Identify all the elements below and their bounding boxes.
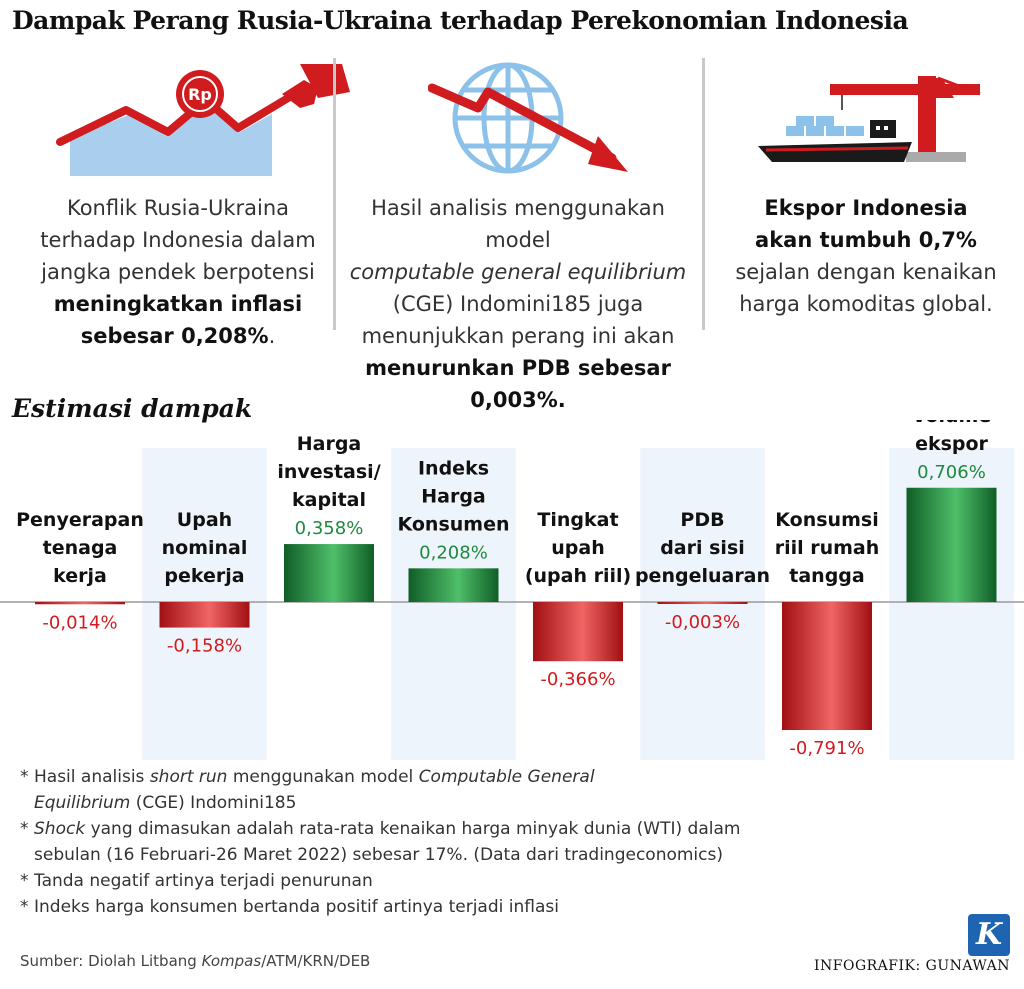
footnote-2-part-2: yang dimasukan adalah rata-rata kenaikan… xyxy=(85,819,741,839)
value-label-3: 0,208% xyxy=(419,542,488,563)
footnotes: * Hasil analisis short run menggunakan m… xyxy=(20,764,754,920)
bar-0 xyxy=(35,602,125,605)
column-band xyxy=(391,448,516,760)
globe-down-arrow-icon xyxy=(427,60,638,184)
panel-gdp-line-4: menunjukkan perang ini akan xyxy=(361,324,675,348)
value-label-2: 0,358% xyxy=(295,518,364,539)
footnote-marker: * xyxy=(20,767,29,787)
value-label-6: -0,791% xyxy=(789,738,864,759)
value-label-0: -0,014% xyxy=(42,612,117,633)
bar-3 xyxy=(408,568,499,602)
footnote-1-part-4: Computable General xyxy=(418,767,595,787)
bar-1 xyxy=(159,602,250,628)
panel-inflation-period: . xyxy=(268,324,276,348)
category-label-4: Tingkat upah (upah riil) xyxy=(525,509,631,587)
panel-gdp-line-3: (CGE) Indomini185 juga xyxy=(392,292,644,316)
cargo-ship-crane-icon xyxy=(756,70,982,174)
footnote-4: * Indeks harga konsumen bertanda positif… xyxy=(20,894,754,920)
footnote-marker: * xyxy=(20,897,29,917)
footnote-4-text: Indeks harga konsumen bertanda positif a… xyxy=(34,897,559,917)
footnote-3-text: Tanda negatif artinya terjadi penurunan xyxy=(34,871,373,891)
panel-export-line-2: harga komoditas global. xyxy=(739,292,993,316)
footnote-1-part-1: Hasil analisis xyxy=(34,767,150,787)
impact-bar-chart: -0,014% Penyerapan tenaga kerja -0,158% Upah n… xyxy=(0,420,1024,760)
page-title: Dampak Perang Rusia-Ukraina terhadap Per… xyxy=(12,6,909,35)
panel-gdp-text: Hasil analisis menggunakan model computa… xyxy=(340,192,696,416)
bar-5 xyxy=(657,602,748,604)
panel-inflation-line-2: terhadap Indonesia dalam xyxy=(40,228,316,252)
footnote-1-part-6: (CGE) Indomini185 xyxy=(130,793,297,813)
category-label-7: Volumeekspor xyxy=(912,420,991,455)
panel-gdp-line-1: Hasil analisis menggunakan model xyxy=(371,196,665,252)
category-label-6: Konsumsi riil rumah tangga xyxy=(775,509,880,587)
footnote-1-part-5: Equilibrium xyxy=(34,793,131,813)
category-label-2: Harga investasi/kapital xyxy=(277,433,380,511)
panel-inflation-text: Konflik Rusia-Ukraina terhadap Indonesia… xyxy=(26,192,330,352)
panel-inflation-line-3: jangka pendek berpotensi xyxy=(41,260,315,284)
infographic-credit: INFOGRAFIK: GUNAWAN xyxy=(813,958,1010,974)
panel-export-highlight-1: Ekspor Indonesia xyxy=(764,196,968,220)
panel-divider-2 xyxy=(702,58,705,330)
source-prefix: Sumber: Diolah Litbang xyxy=(20,952,202,970)
category-label-0: Penyerapan tenaga kerja xyxy=(16,509,144,587)
bar-4 xyxy=(533,602,623,662)
category-label-1: Upah nominal pekerja xyxy=(162,509,248,587)
rupiah-badge: Rp xyxy=(188,85,212,104)
panel-gdp-model-name: computable general equilibrium xyxy=(349,260,687,284)
value-label-4: -0,366% xyxy=(540,669,615,690)
category-label-5: PDB dari sisi pengeluaran xyxy=(635,509,770,587)
inflation-chart-fuel-nozzle-icon: Rp xyxy=(56,58,366,180)
footnote-2-part-1: Shock xyxy=(34,819,86,839)
panel-gdp-highlight-1: menurunkan PDB sebesar xyxy=(365,356,671,380)
value-label-7: 0,706% xyxy=(917,462,986,483)
footnote-marker: * xyxy=(20,819,29,839)
panel-divider-1 xyxy=(333,58,336,330)
panel-inflation-highlight-1: meningkatkan inflasi xyxy=(53,292,303,316)
footnote-1-part-2: short run xyxy=(149,767,228,787)
footnote-2-part-3: sebulan (16 Februari-26 Maret 2022) sebe… xyxy=(34,845,723,865)
panel-export-line-1: sejalan dengan kenaikan xyxy=(735,260,997,284)
bar-2 xyxy=(284,544,374,602)
bar-6 xyxy=(782,602,872,730)
category-label-3: Indeks Harga Konsumen xyxy=(397,457,509,535)
panel-gdp-highlight-2: 0,003%. xyxy=(470,388,566,412)
panel-export-highlight-2: akan tumbuh 0,7% xyxy=(755,228,977,252)
source-suffix: /ATM/KRN/DEB xyxy=(261,952,371,970)
panel-export-text: Ekspor Indonesia akan tumbuh 0,7% sejala… xyxy=(720,192,1012,320)
kompas-logo: K xyxy=(968,914,1010,956)
footnote-1-part-3: menggunakan model xyxy=(227,767,419,787)
footnote-3: * Tanda negatif artinya terjadi penuruna… xyxy=(20,868,754,894)
source-line: Sumber: Diolah Litbang Kompas/ATM/KRN/DE… xyxy=(20,952,370,970)
chart-section-title: Estimasi dampak xyxy=(12,394,253,423)
panel-inflation-line-1: Konflik Rusia-Ukraina xyxy=(66,196,289,220)
footnote-marker: * xyxy=(20,871,29,891)
value-label-5: -0,003% xyxy=(665,612,740,633)
footnote-1: * Hasil analisis short run menggunakan m… xyxy=(20,764,754,816)
bar-7 xyxy=(906,487,997,602)
value-label-1: -0,158% xyxy=(167,636,242,657)
panel-inflation-highlight-2: sebesar 0,208% xyxy=(80,324,269,348)
source-publication: Kompas xyxy=(201,952,262,970)
footnote-2: * Shock yang dimasukan adalah rata-rata … xyxy=(20,816,754,868)
